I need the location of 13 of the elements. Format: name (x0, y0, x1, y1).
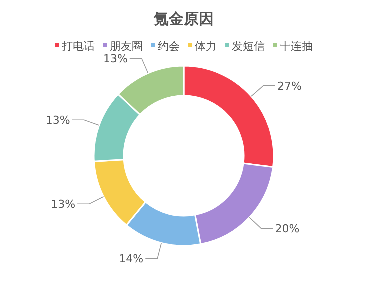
legend-label: 体力 (195, 40, 217, 53)
legend-label: 发短信 (232, 40, 265, 53)
legend-label: 朋友圈 (110, 40, 143, 53)
data-label: 13% (103, 52, 128, 66)
legend-label: 约会 (158, 40, 180, 53)
data-label: 13% (46, 114, 70, 128)
chart-title: 氪金原因 (153, 10, 214, 28)
data-label: 13% (51, 198, 76, 212)
legend-label: 十连抽 (280, 40, 313, 53)
legend-label: 打电话 (61, 40, 95, 53)
data-label: 14% (119, 252, 144, 266)
data-label: 27% (278, 80, 302, 93)
data-label: 20% (275, 222, 300, 236)
